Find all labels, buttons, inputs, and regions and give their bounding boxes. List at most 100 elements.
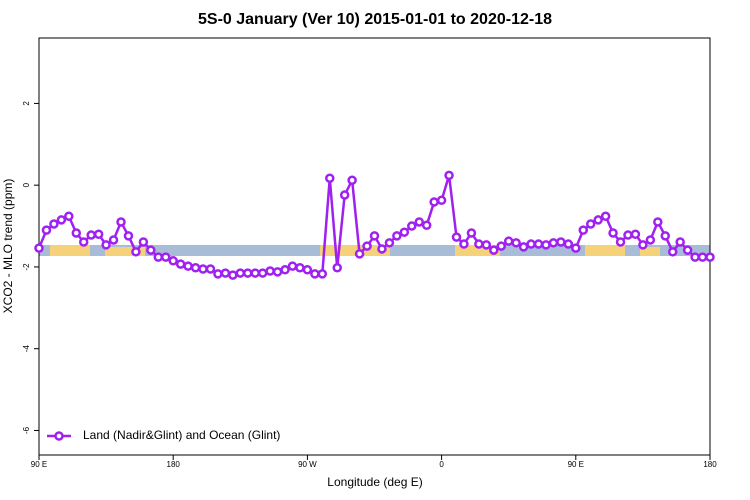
point [615, 237, 626, 247]
x-axis-label: Longitude (deg E) [327, 475, 422, 489]
point [190, 263, 201, 273]
point [228, 270, 238, 280]
x-tick-label: 180 [703, 460, 717, 469]
point [705, 252, 715, 262]
point [496, 241, 506, 251]
point [459, 239, 469, 249]
series-line [37, 175, 710, 277]
point [257, 268, 268, 278]
point [160, 252, 171, 262]
point [280, 265, 290, 275]
point [332, 263, 342, 273]
point [302, 265, 313, 275]
point [168, 256, 178, 266]
point [49, 219, 59, 229]
point [198, 264, 208, 274]
point [593, 215, 603, 225]
point [362, 241, 372, 251]
point [317, 269, 328, 279]
point [101, 240, 111, 250]
point [578, 225, 589, 235]
point [146, 245, 156, 255]
point [526, 239, 536, 249]
point [533, 239, 544, 249]
point [585, 219, 596, 229]
point [466, 228, 477, 238]
point [108, 235, 119, 245]
point [86, 230, 96, 240]
point [183, 261, 193, 271]
point [272, 267, 283, 277]
point [630, 229, 641, 239]
y-tick-label: -6 [22, 426, 31, 434]
point [563, 239, 574, 249]
point [287, 261, 298, 271]
point [325, 173, 335, 183]
x-tick-label: 0 [439, 460, 444, 469]
point [41, 225, 52, 235]
point [444, 170, 454, 181]
point [116, 217, 126, 227]
point [511, 238, 521, 248]
point [377, 244, 387, 254]
point [660, 231, 671, 241]
point [369, 231, 380, 241]
point [429, 197, 439, 207]
point [339, 190, 350, 200]
y-tick-label: -4 [22, 345, 31, 353]
point [541, 240, 551, 250]
point [645, 235, 656, 245]
point [667, 247, 678, 257]
point [518, 242, 529, 252]
point [347, 175, 357, 186]
y-axis-label: XCO2 - MLO trend (ppm) [1, 179, 15, 314]
point [600, 211, 611, 221]
point [414, 217, 424, 227]
point [638, 240, 648, 250]
point [220, 268, 231, 278]
point [56, 215, 67, 225]
point [243, 268, 253, 278]
point [503, 236, 514, 246]
point [690, 252, 700, 262]
point [548, 238, 559, 248]
point [71, 228, 82, 238]
point [131, 247, 141, 257]
map-strip [39, 245, 710, 256]
point [295, 263, 305, 273]
point [34, 243, 44, 253]
y-tick-label: 2 [22, 101, 31, 106]
point [407, 221, 417, 231]
x-tick-label: 90 E [31, 460, 47, 469]
legend-label: Land (Nadir&Glint) and Ocean (Glint) [83, 428, 280, 442]
y-tick-label: 0 [22, 182, 31, 187]
point [205, 264, 216, 274]
point [675, 237, 685, 247]
point [123, 231, 134, 241]
point [653, 217, 663, 227]
chart-title: 5S-0 January (Ver 10) 2015-01-01 to 2020… [198, 11, 552, 28]
point [213, 269, 223, 279]
point [235, 268, 246, 278]
point [682, 245, 693, 255]
point [138, 237, 149, 247]
x-tick-label: 180 [167, 460, 181, 469]
point [78, 237, 89, 247]
point [556, 237, 566, 247]
point [93, 229, 104, 239]
point [421, 220, 432, 230]
point [250, 268, 260, 278]
point [451, 232, 462, 242]
x-tick-label: 90 E [568, 460, 584, 469]
point [474, 239, 484, 249]
point [436, 195, 447, 206]
point [623, 230, 633, 240]
point [310, 269, 320, 279]
legend-marker [54, 431, 64, 441]
point [608, 228, 618, 238]
x-tick-label: 90 W [298, 460, 317, 469]
y-tick-label: -2 [22, 263, 31, 271]
point [384, 238, 395, 248]
